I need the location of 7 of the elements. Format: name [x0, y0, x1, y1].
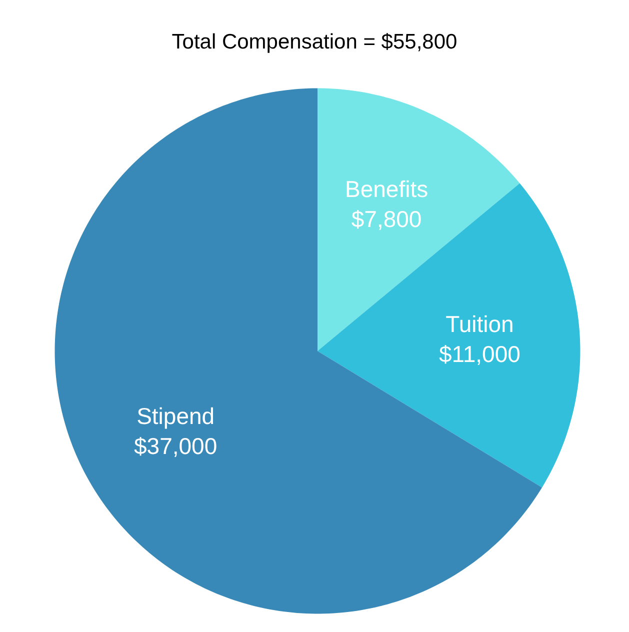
data-label: $11,000 — [439, 340, 520, 367]
slice-label: Benefits — [345, 176, 428, 202]
chart-title: Total Compensation = $55,800 — [172, 30, 458, 54]
slice-label: Tuition — [446, 311, 514, 337]
data-label: $37,000 — [134, 432, 218, 459]
slice-label: Stipend — [136, 403, 215, 429]
data-label: $7,800 — [351, 206, 422, 232]
